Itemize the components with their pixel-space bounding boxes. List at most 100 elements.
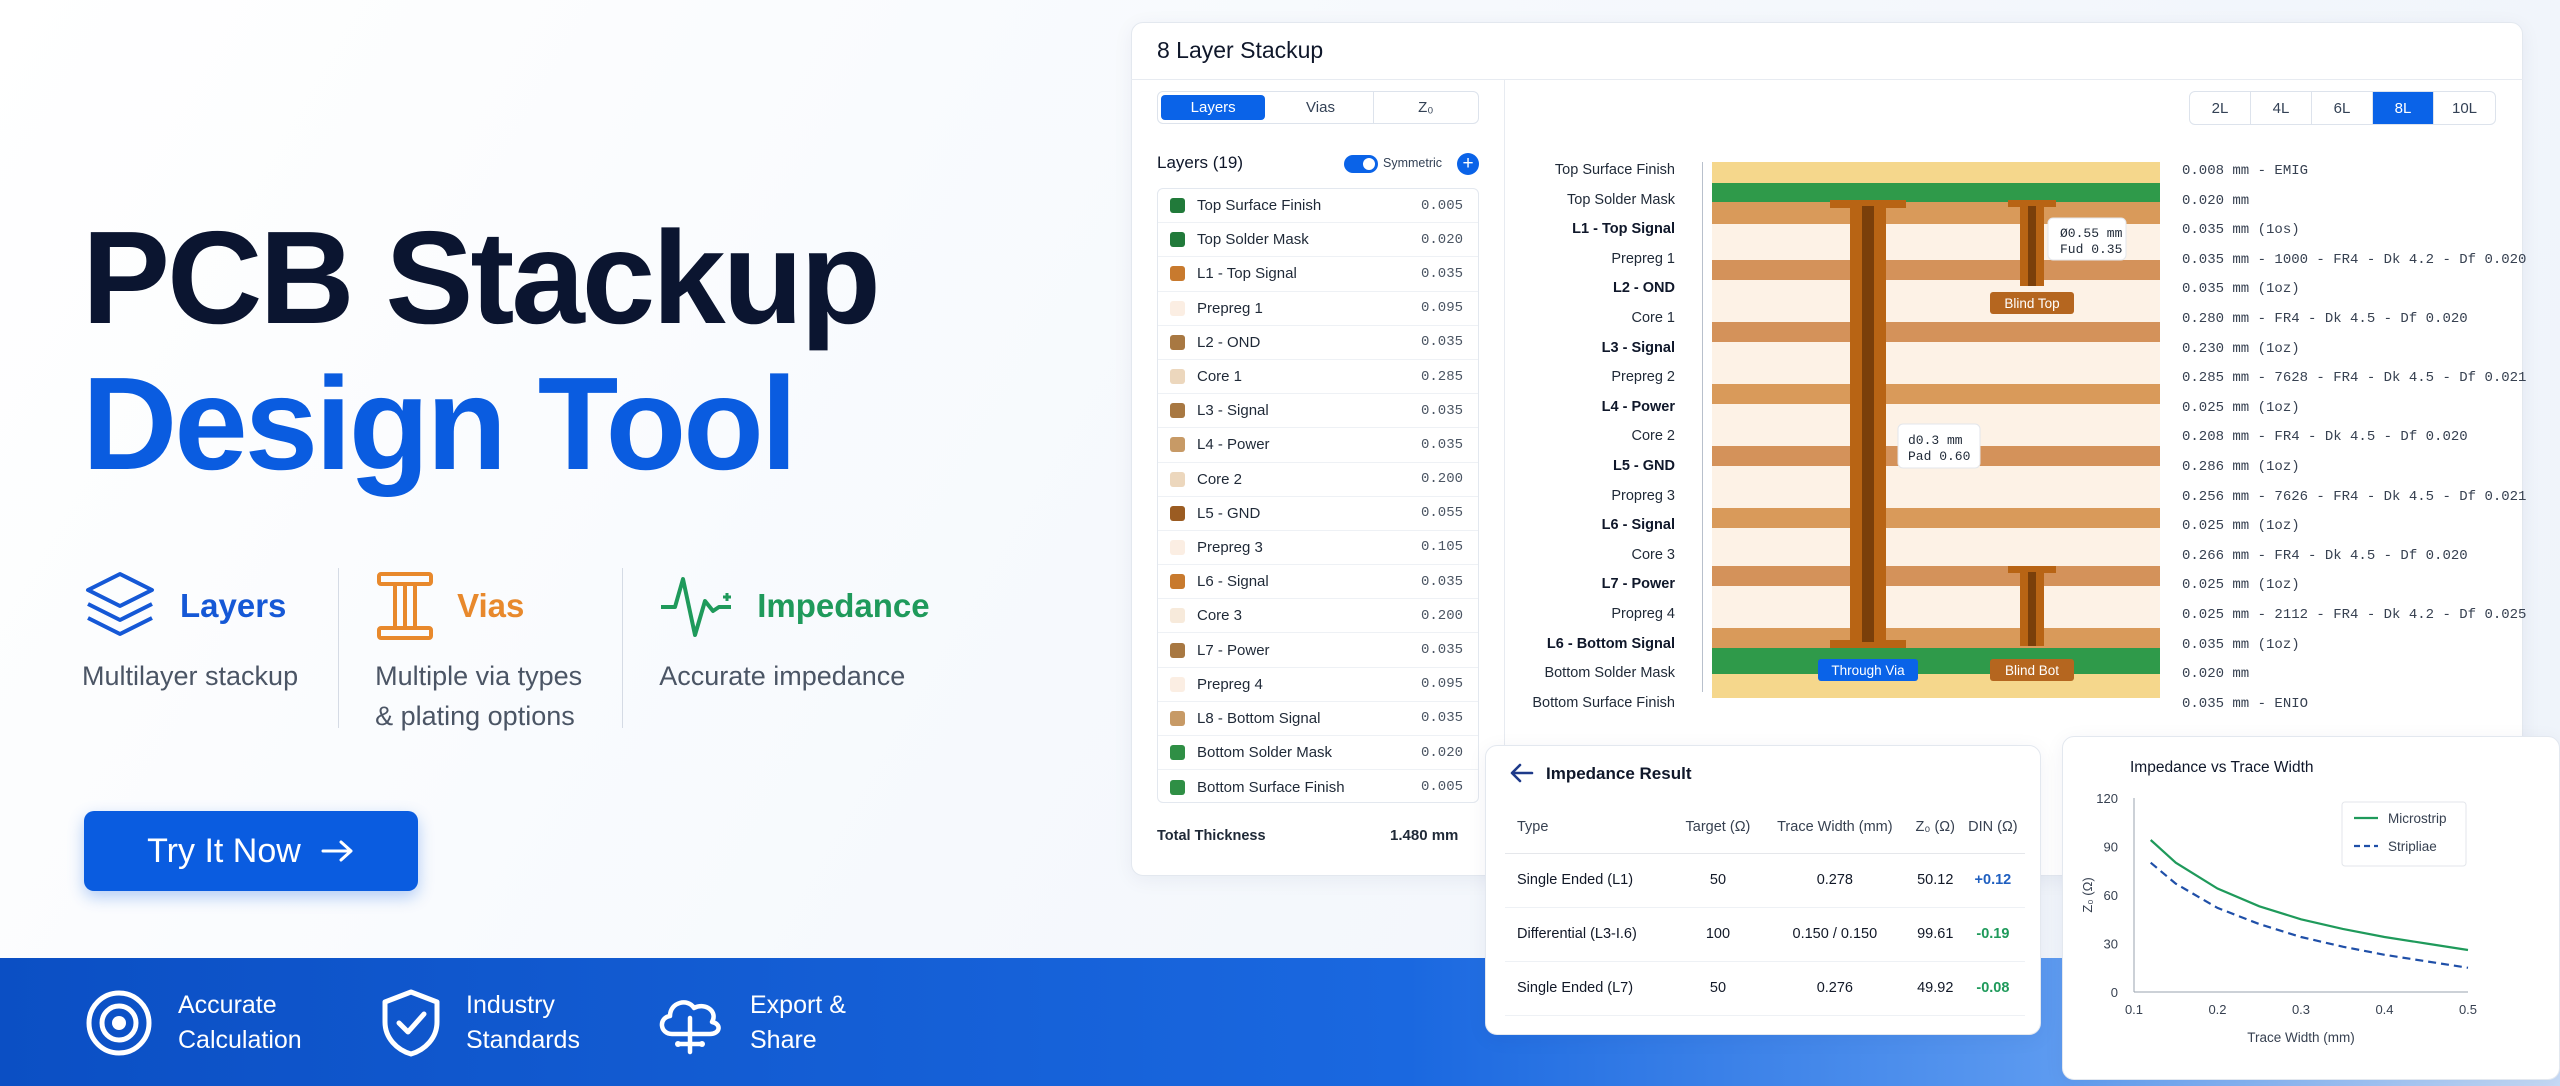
stack-layer-description: 0.008 mm - EMIG [2182,163,2309,179]
footer-item-export-line1: Export & [750,991,846,1019]
layer-color-swatch [1170,471,1185,487]
layer-row[interactable]: L6 - Signal 0.035 [1158,565,1478,600]
layer-color-swatch [1170,539,1185,555]
stack-layer-description: 0.025 mm - 2112 - FR4 - Dk 4.2 - Df 0.02… [2182,607,2527,623]
layer-thickness: 0.095 [1420,676,1463,693]
layer-color-swatch [1170,369,1185,385]
try-it-now-button[interactable]: Try It Now [84,811,418,891]
layer-name: Top Solder Mask [1197,231,1309,249]
stack-layer-description: 0.035 mm - 1000 - FR4 - Dk 4.2 - Df 0.02… [2182,251,2527,268]
y-axis-label: Z₀ (Ω) [2080,877,2095,912]
y-tick-label: 30 [2104,937,2118,952]
impedance-icon [661,577,732,637]
add-layer-button[interactable]: + [1457,153,1479,175]
layer-count-4l[interactable]: 4L [2251,92,2312,124]
layer-thickness: 0.200 [1420,471,1463,488]
blind-via-top [2008,200,2056,286]
layer-color-swatch [1170,334,1185,350]
through-via [1830,200,1906,648]
layer-row[interactable]: Top Solder Mask 0.020 [1158,223,1478,258]
y-tick-label: 120 [2096,791,2118,806]
layer-list: Top Surface Finish 0.005 Top Solder Mask 0.… [1157,188,1479,803]
stack-layer-description: 0.035 mm (1os) [2182,222,2300,239]
x-tick-label: 0.3 [2292,1002,2310,1017]
layer-row[interactable]: Core 3 0.200 [1158,599,1478,634]
feature-layers-desc: Multilayer stackup [82,661,299,691]
footer-item-standards-line1: Industry [466,991,555,1019]
stack-layer-name: Prepreg 2 [1611,369,1675,386]
layer-thickness: 0.095 [1420,300,1463,317]
layer-thickness: 0.020 [1420,231,1463,248]
impedance-cell-z0: 50.12 [1909,853,1961,908]
bottom-surface-finish-band [1712,674,2160,698]
x-tick-label: 0.2 [2208,1002,2226,1017]
layer-row[interactable]: L1 - Top Signal 0.035 [1158,257,1478,292]
impedance-row[interactable]: Single Ended (L1) 50 0.278 50.12 +0.12 [1505,853,2025,908]
layer-name: Core 2 [1197,470,1243,488]
stack-layer-name: L2 - OND [1612,280,1675,297]
layer-row[interactable]: L5 - GND 0.055 [1158,497,1478,531]
layer-row[interactable]: L2 - OND 0.035 [1158,326,1478,360]
layer-row[interactable]: Core 2 0.200 [1158,463,1478,497]
layer-row[interactable]: L3 - Signal 0.035 [1158,394,1478,429]
stack-layer-name: L6 - Signal [1601,517,1675,534]
impedance-row[interactable]: Single Ended (L7) 50 0.276 49.92 -0.08 [1505,961,2025,1016]
impedance-cell-din: -0.19 [1960,907,2025,962]
tab-layers[interactable]: Layers [1161,95,1266,120]
layer-row[interactable]: L7 - Power 0.035 [1158,633,1478,668]
layer-name: L2 - OND [1197,333,1261,351]
col-z0: Z₀ (Ω) [1909,801,1961,854]
layer-row[interactable]: Prepreg 3 0.105 [1158,531,1478,566]
blind-via-tooltip-line2: Fud 0.35 [2060,242,2122,257]
tab-impedance[interactable]: Z₀ [1418,99,1434,116]
back-arrow-icon[interactable] [1510,763,1534,783]
l1-band [1712,202,2160,224]
impedance-table: Type Target (Ω) Trace Width (mm) Z₀ (Ω) … [1505,801,2025,1016]
layer-row[interactable]: L4 - Power 0.035 [1158,428,1478,463]
series-line-0 [2149,839,2469,952]
impedance-result-title: Impedance Result [1546,764,1692,783]
l7-band [1712,566,2160,586]
layer-row[interactable]: L8 - Bottom Signal 0.035 [1158,702,1478,736]
stack-layer-description: 0.020 mm [2182,192,2250,209]
stack-layer-name: L6 - Bottom Signal [1546,635,1675,652]
symmetric-toggle[interactable] [1344,155,1378,173]
stack-layer-description: 0.286 mm (1oz) [2182,459,2300,475]
legend-label-0: Microstrip [2388,811,2447,826]
layer-row[interactable]: Bottom Solder Mask 0.020 [1158,736,1478,771]
l2-band [1712,260,2160,280]
layer-count-6l[interactable]: 6L [2312,92,2373,124]
l6-band [1712,508,2160,528]
tab-vias[interactable]: Vias [1268,92,1374,123]
blind-bot-label-text: Blind Bot [2005,663,2059,678]
impedance-cell-z0: 49.92 [1909,961,1961,1016]
layer-row[interactable]: Prepreg 1 0.095 [1158,292,1478,326]
footer-item-calculation-line1: Accurate [178,991,277,1019]
col-type: Type [1505,801,1676,854]
layer-color-swatch [1170,779,1185,795]
impedance-cell-width: 0.150 / 0.150 [1759,907,1910,962]
stackup-column-divider [1504,79,1505,876]
layer-thickness: 0.105 [1420,539,1463,556]
layer-color-swatch [1170,198,1185,214]
layer-row[interactable]: Bottom Surface Finish 0.005 [1158,770,1478,804]
layer-name: Prepreg 4 [1197,675,1263,693]
impedance-cell-width: 0.276 [1759,961,1910,1016]
bottom-solder-mask-band [1712,648,2160,674]
feature-impedance: Impedance Accurate impedance [659,568,969,728]
layer-row[interactable]: Prepreg 4 0.095 [1158,668,1478,702]
layer-row[interactable]: Core 1 0.285 [1158,360,1478,395]
l8-band [1712,628,2160,648]
layer-count-8l[interactable]: 8L [2373,92,2434,124]
x-axis-label: Trace Width (mm) [2247,1030,2355,1045]
cloud-export-icon [659,1000,721,1055]
y-tick-label: 0 [2111,985,2118,1000]
impedance-row[interactable]: Differential (L3-I.6) 100 0.150 / 0.150 99.… [1505,907,2025,962]
blind-via-tooltip-line1: Ø0.55 mm [2060,226,2123,241]
feature-vias-title: Vias [457,587,525,624]
layer-count-10l[interactable]: 10L [2451,99,2478,117]
layer-row[interactable]: Top Surface Finish 0.005 [1158,189,1478,224]
feature-impedance-desc: Accurate impedance [659,661,906,691]
stack-layer-description: 0.025 mm (1oz) [2182,399,2300,416]
layer-count-2l[interactable]: 2L [2190,92,2251,124]
